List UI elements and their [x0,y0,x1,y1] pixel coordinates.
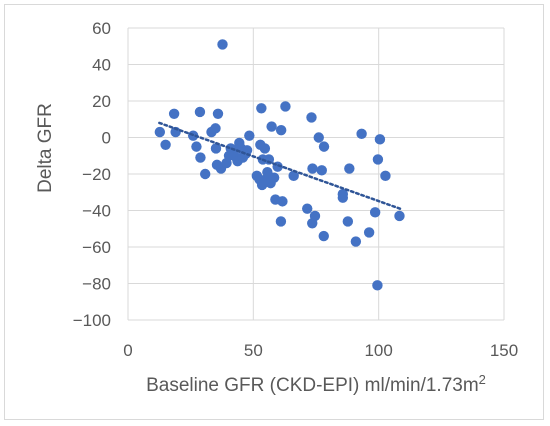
data-point [369,207,381,218]
x-tick-label: 150 [490,341,518,360]
data-point [337,192,349,203]
x-axis-title-superscript: 2 [479,372,486,387]
data-point [302,203,313,214]
data-point [372,280,383,291]
x-tick-labels: 0 50 100 150 [123,341,518,360]
data-point [275,125,287,136]
data-point [160,139,171,150]
data-point [275,216,287,227]
data-point [266,121,277,132]
x-axis-title: Baseline GFR (CKD-EPI) ml/min/1.73m2 [146,372,486,396]
y-tick-label: −20 [82,165,111,184]
data-point [307,163,318,174]
data-point [356,128,367,140]
data-point [394,210,405,222]
data-point [316,165,327,176]
y-tick-label: 40 [92,56,111,75]
y-axis-title: Delta GFR [35,103,56,193]
x-axis-title-main: Baseline GFR (CKD-EPI) ml/min/1.73m [146,375,479,396]
data-point [318,230,329,242]
gridlines [127,27,505,321]
data-point [344,163,355,174]
data-point [374,134,386,145]
x-tick-label: 50 [244,341,263,360]
y-tick-label: 0 [102,129,111,148]
data-point [200,168,211,180]
data-point [168,108,180,119]
data-point [318,141,330,152]
data-point [380,170,391,182]
trendline [158,121,402,210]
data-point [210,143,222,154]
data-point [191,141,202,152]
data-point [195,152,206,163]
data-point [268,172,280,183]
y-tick-labels: 60 40 20 0 −20 −40 −60 −80 −100 [73,19,111,330]
y-tick-label: −40 [82,202,111,221]
y-tick-label: −60 [82,238,111,257]
data-point [259,143,271,154]
data-point [256,103,267,114]
data-point [363,227,375,238]
data-point [372,154,384,165]
data-point [309,210,321,222]
data-point [244,130,255,141]
y-tick-label: −80 [82,275,111,294]
data-point [342,216,354,227]
y-tick-label: 20 [92,92,111,111]
data-point [212,108,224,119]
data-points [154,39,405,291]
y-tick-label: 60 [92,19,111,38]
x-tick-label: 100 [364,341,392,360]
data-point [194,106,206,118]
data-point [350,236,362,247]
data-point [280,101,291,112]
y-tick-label: −100 [73,311,111,330]
data-point [313,132,324,143]
data-point [154,126,166,138]
x-tick-label: 0 [123,341,132,360]
data-point [277,196,288,207]
data-point [210,123,221,134]
chart-frame [4,4,544,420]
data-point [217,39,228,50]
data-point [306,112,317,123]
data-point [288,170,299,182]
